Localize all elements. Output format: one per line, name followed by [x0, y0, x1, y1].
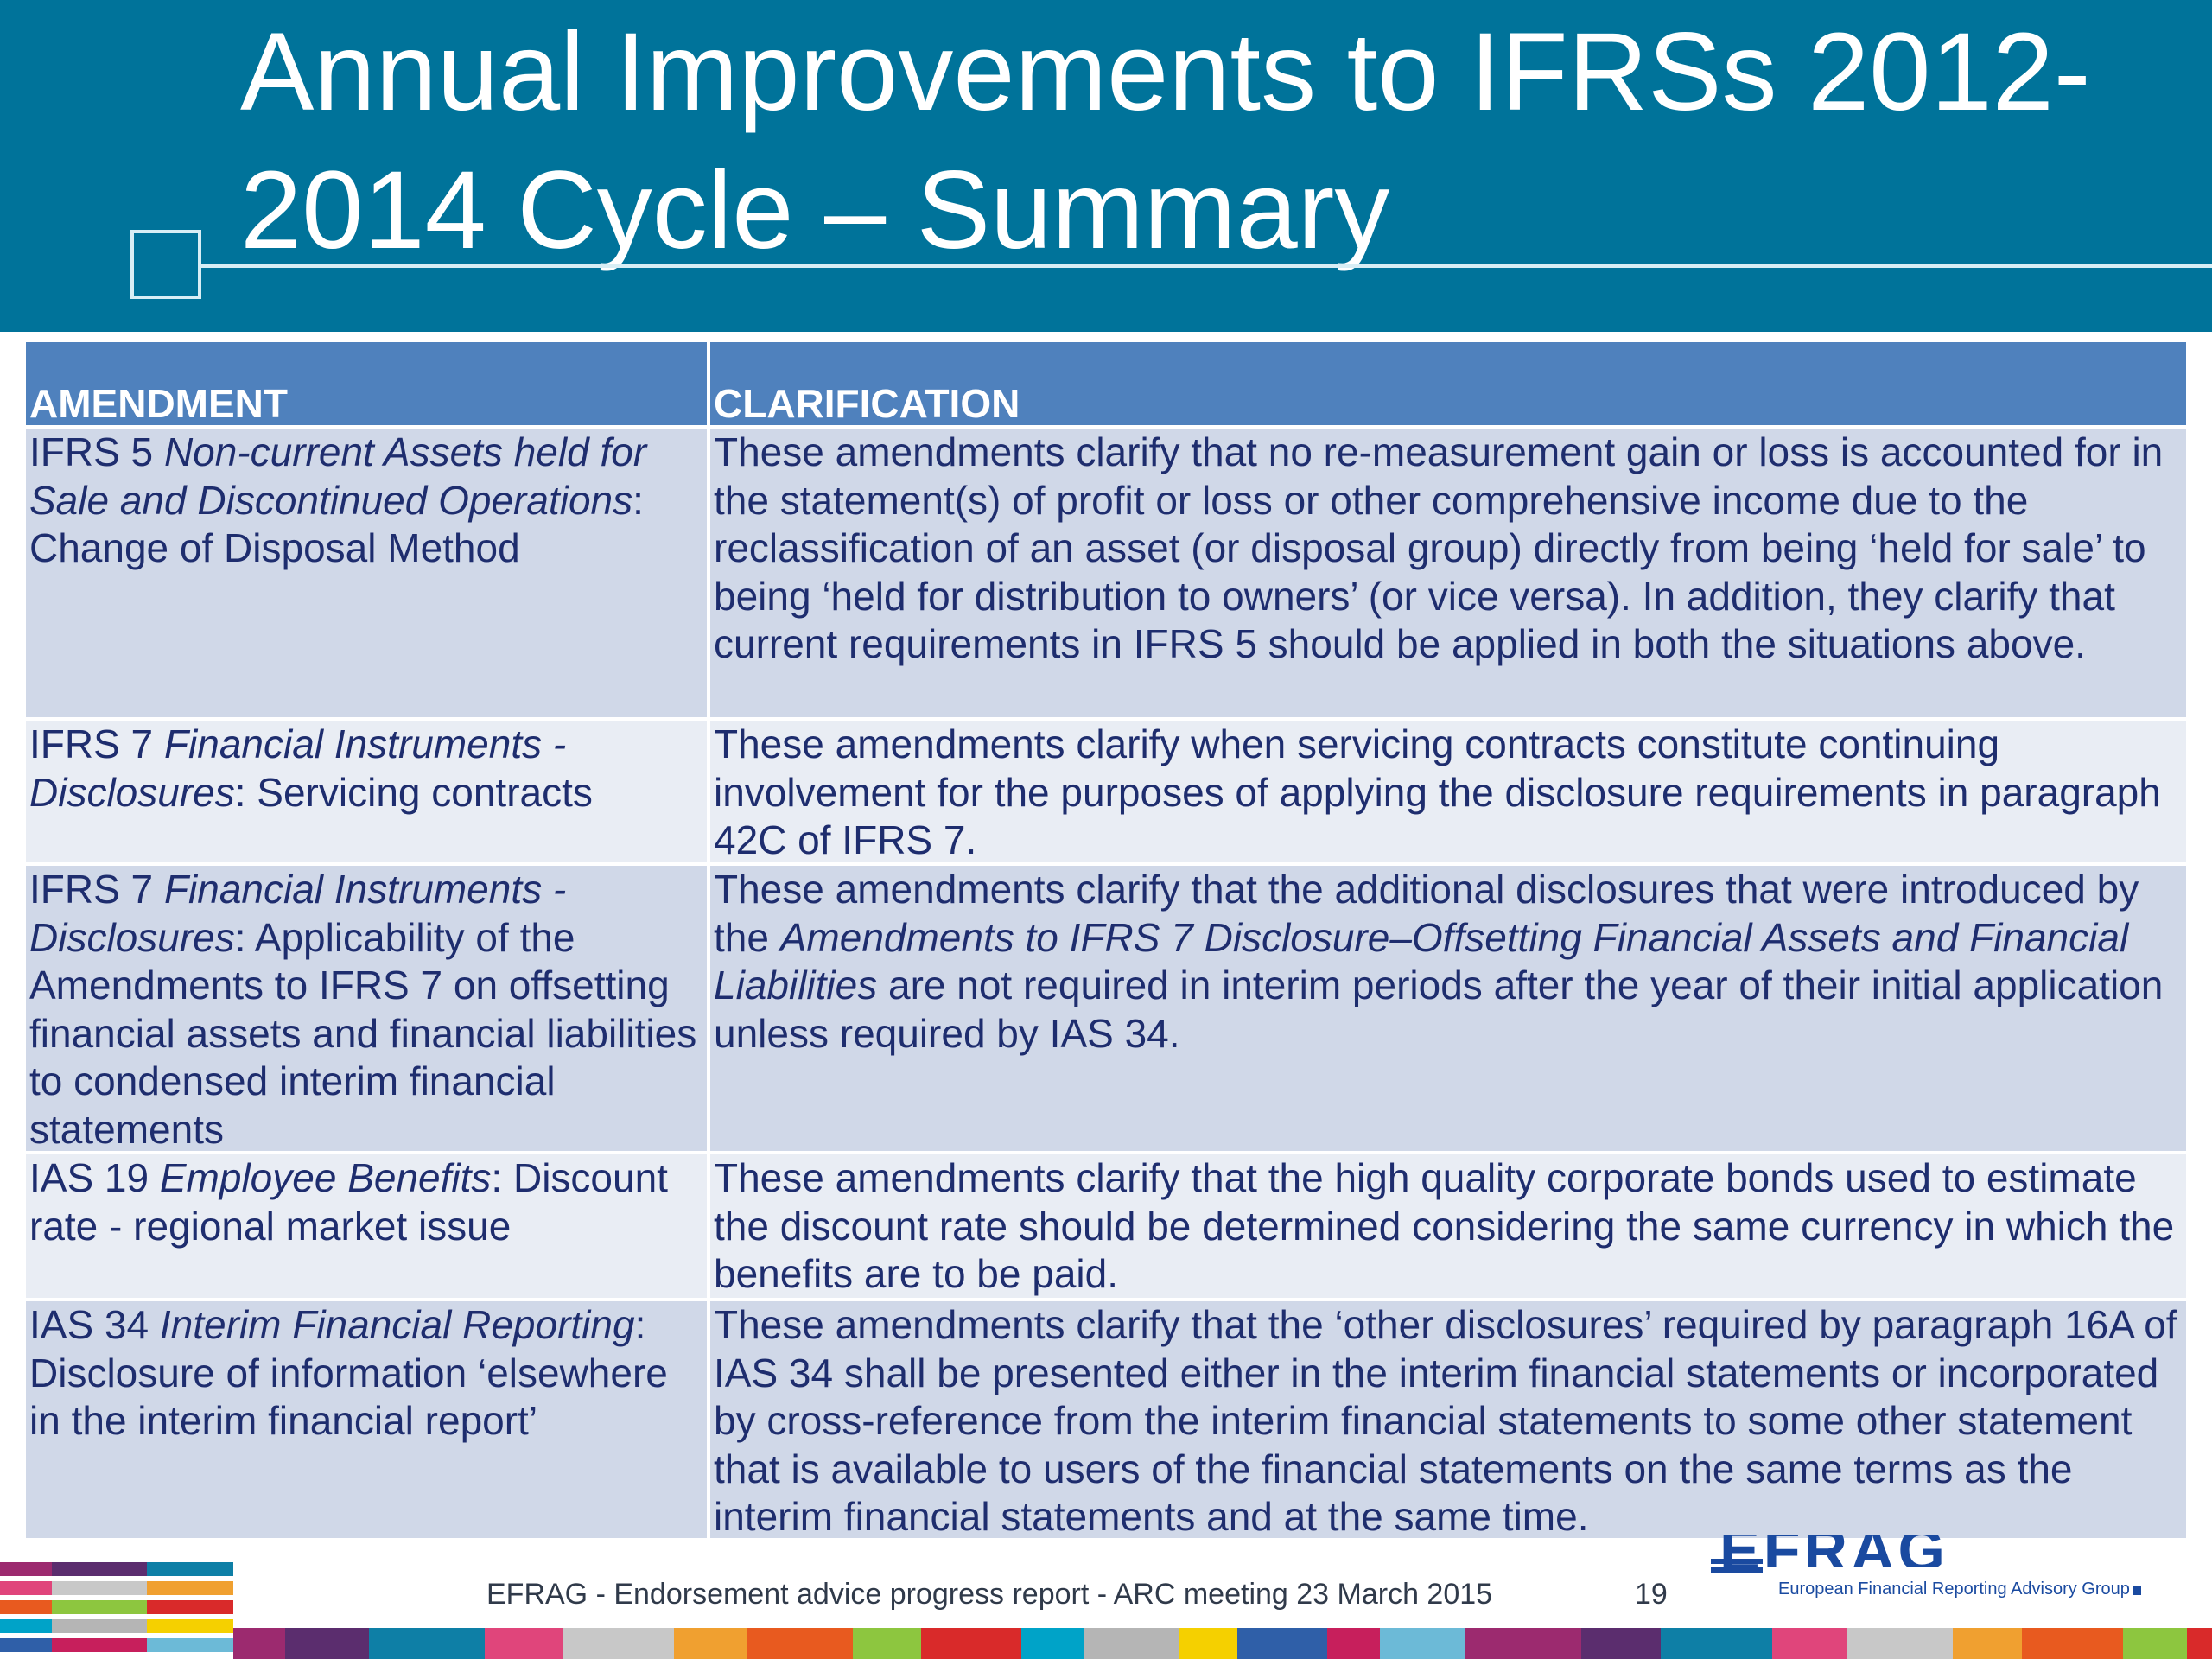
table-header-row: AMENDMENT CLARIFICATION: [26, 342, 2186, 429]
clarification-cell: These amendments clarify when servicing …: [714, 721, 2161, 862]
footer-stripe: [52, 1619, 147, 1633]
footer-stripe: [485, 1628, 563, 1659]
clarification-cell: These amendments clarify that no re-meas…: [714, 429, 2164, 666]
footer-stripe: [1380, 1628, 1465, 1659]
footer-stripe: [52, 1638, 147, 1652]
footer-text: EFRAG - Endorsement advice progress repo…: [486, 1578, 1493, 1611]
footer-stripe: [52, 1562, 147, 1576]
logo-square-icon: [2133, 1586, 2141, 1595]
footer-stripe: [1581, 1628, 1661, 1659]
footer-stripe: [0, 1600, 52, 1614]
footer-stripe: [921, 1628, 1021, 1659]
footer-stripe: [369, 1628, 485, 1659]
footer-stripe: [1179, 1628, 1237, 1659]
table-row: IFRS 7 Financial Instruments - Disclosur…: [26, 866, 2186, 1154]
table-row: IFRS 7 Financial Instruments - Disclosur…: [26, 721, 2186, 866]
footer-stripe: [563, 1628, 674, 1659]
footer-stripe: [52, 1600, 147, 1614]
footer-stripe: [853, 1628, 921, 1659]
efrag-logo: EFRAG: [1719, 1535, 1948, 1567]
clarification-cell: These amendments clarify that the additi…: [714, 867, 2164, 1056]
footer-stripe: [1711, 1559, 1763, 1564]
footer-stripe: [52, 1581, 147, 1595]
footer-stripe: [0, 1638, 52, 1652]
clarification-cell: These amendments clarify that the ‘other…: [714, 1302, 2177, 1538]
footer-stripe: [0, 1562, 52, 1576]
header-amendment: AMENDMENT: [26, 342, 710, 425]
table-row: IFRS 5 Non-current Assets held for Sale …: [26, 429, 2186, 721]
footer-stripe: [147, 1600, 233, 1614]
amendments-table: AMENDMENT CLARIFICATION IFRS 5 Non-curre…: [26, 342, 2186, 1541]
footer-stripe: [147, 1581, 233, 1595]
footer-stripe: [2123, 1628, 2187, 1659]
footer-stripe: [1465, 1628, 1581, 1659]
footer-stripe: [1327, 1628, 1380, 1659]
efrag-logo-subtitle: European Financial Reporting Advisory Gr…: [1778, 1580, 2130, 1599]
table-row: IAS 34 Interim Financial Reporting: Disc…: [26, 1301, 2186, 1541]
footer-stripe: [147, 1562, 233, 1576]
amendment-cell: IFRS 5 Non-current Assets held for Sale …: [26, 429, 710, 717]
footer-stripe: [1084, 1628, 1179, 1659]
footer-stripe: [147, 1638, 233, 1652]
title-banner: Annual Improvements to IFRSs 2012-2014 C…: [0, 0, 2212, 332]
footer-stripe: [1661, 1628, 1772, 1659]
footer-stripe: [1953, 1628, 2022, 1659]
footer-stripe: [674, 1628, 747, 1659]
footer-stripes: [0, 1559, 2212, 1659]
footer-stripe: [1772, 1628, 1847, 1659]
footer-stripe: [1237, 1628, 1327, 1659]
page-title: Annual Improvements to IFRSs 2012-2014 C…: [240, 10, 2091, 272]
footer-stripe: [1847, 1628, 1953, 1659]
footer-stripe: [285, 1628, 369, 1659]
footer-stripe: [2022, 1628, 2123, 1659]
header-clarification: CLARIFICATION: [714, 381, 1020, 425]
footer-stripe: [0, 1581, 52, 1595]
amendment-cell: IFRS 7 Financial Instruments - Disclosur…: [26, 721, 710, 862]
clarification-cell: These amendments clarify that the high q…: [714, 1155, 2175, 1296]
footer-stripe: [2187, 1628, 2212, 1659]
footer-stripe: [1021, 1628, 1084, 1659]
footer-stripe: [0, 1619, 52, 1633]
footer-stripe: [233, 1628, 285, 1659]
title-underline: [200, 264, 2212, 268]
footer-stripe: [1711, 1567, 1763, 1573]
table-row: IAS 19 Employee Benefits: Discount rate …: [26, 1154, 2186, 1301]
title-square-decoration: [130, 230, 201, 299]
footer-stripe: [747, 1628, 853, 1659]
footer-stripe: [147, 1619, 233, 1633]
amendment-cell: IFRS 7 Financial Instruments - Disclosur…: [26, 866, 710, 1151]
amendment-cell: IAS 34 Interim Financial Reporting: Disc…: [26, 1301, 710, 1538]
amendment-cell: IAS 19 Employee Benefits: Discount rate …: [26, 1154, 710, 1298]
page-number: 19: [1635, 1578, 1668, 1611]
